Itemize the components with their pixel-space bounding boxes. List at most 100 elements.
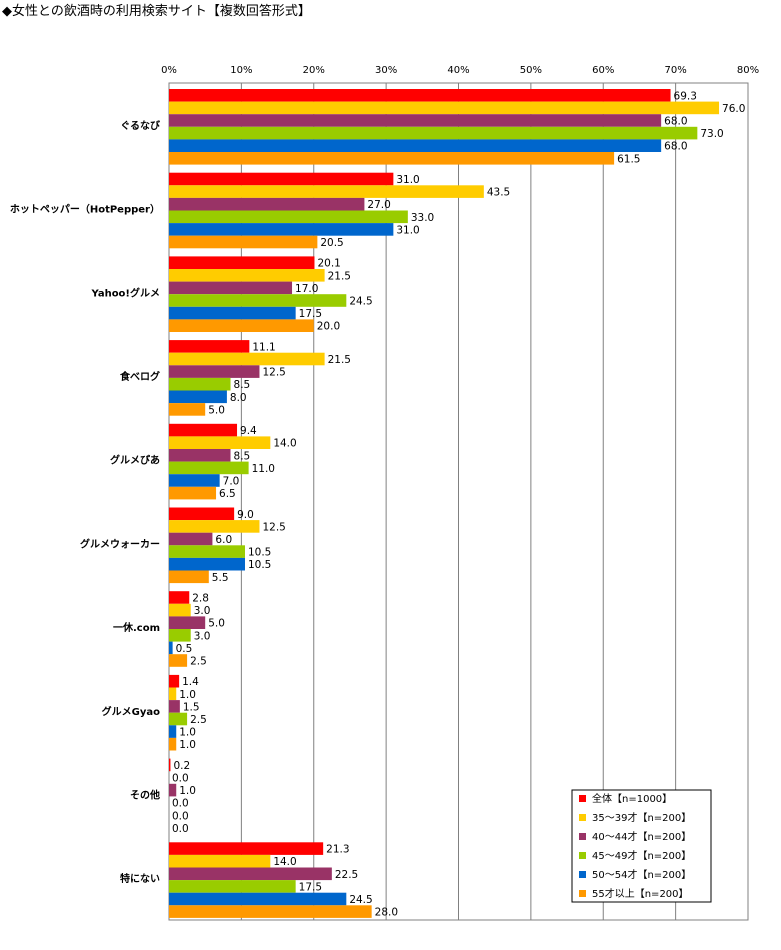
bar [169,532,213,546]
bar [169,687,177,701]
bar [169,210,408,224]
data-label: 14.0 [273,856,296,868]
x-tick-label: 40% [447,65,469,76]
data-label: 1.0 [179,739,196,751]
bar [169,603,191,617]
label-layer: 69.3 76.0 68.0 73.0 68.0 61.5 31.0 43.5 27.0 33.0… [172,90,745,918]
data-label: 3.0 [194,630,211,642]
bar [169,854,271,868]
data-label: 17.0 [295,283,318,295]
data-label: 6.0 [215,534,232,546]
data-label: 3.0 [194,605,211,617]
legend-entry: 45～49才【n=200】 [592,849,691,862]
bar [169,89,671,102]
data-label: 8.5 [234,379,251,391]
bar [169,340,250,353]
data-label: 10.5 [248,559,271,571]
data-label: 17.5 [299,881,322,893]
bar [169,905,372,918]
bar [169,365,260,378]
bar [169,256,315,269]
bar [169,377,231,391]
x-tick-label: 60% [592,65,614,76]
bar [169,449,231,462]
legend-swatch [579,814,586,821]
legend-swatch [579,833,586,840]
bar [169,641,173,655]
bar [169,892,347,906]
data-label: 8.5 [234,450,251,462]
data-label: 27.0 [367,199,390,211]
category-label: グルメウォーカー [80,537,160,550]
legend-entry: 40～44才【n=200】 [592,830,691,843]
category-label: グルメGyao [102,705,160,718]
bar [169,172,394,186]
data-label: 0.5 [176,643,193,655]
data-label: 1.0 [179,727,196,739]
legend-swatch [579,871,586,878]
bar [169,319,314,332]
x-tick-label: 70% [665,65,687,76]
legend-entry: 全体【n=1000】 [592,792,672,805]
data-label: 5.5 [212,572,229,584]
bar [169,616,206,629]
legend-entry: 55才以上【n=200】 [592,887,689,900]
category-label: 特にない [120,872,160,885]
data-label: 5.0 [208,404,225,416]
bar [169,700,180,713]
data-label: 68.0 [664,141,687,153]
data-label: 76.0 [722,103,745,115]
x-tick-label: 50% [520,65,542,76]
data-label: 10.5 [248,547,271,559]
data-label: 12.5 [262,367,285,379]
bar [169,674,180,688]
data-label: 0.2 [173,760,190,772]
bar [169,294,347,307]
bar [169,783,177,797]
legend-swatch [579,795,586,802]
data-label: 17.5 [299,308,322,320]
category-label: グルメぴあ [110,454,160,467]
category-label: ぐるなび [120,119,160,132]
x-tick-label: 10% [230,65,252,76]
data-label: 33.0 [411,212,434,224]
data-label: 24.5 [349,296,372,308]
data-label: 0.0 [172,798,189,810]
bar [169,725,177,738]
legend-entry: 35～39才【n=200】 [592,811,691,824]
bar [169,758,171,772]
bar [169,842,324,855]
data-label: 5.0 [208,618,225,630]
data-label: 2.8 [192,593,209,605]
bar [169,557,245,571]
bar [169,461,249,475]
bar [169,101,720,115]
legend-swatch [579,852,586,859]
category-label: 一休.com [113,621,160,634]
data-label: 2.5 [190,656,207,668]
data-label: 9.4 [240,425,257,437]
data-label: 0.0 [172,810,189,822]
bar [169,654,188,667]
bar [169,197,365,211]
bar [169,880,296,893]
x-tick-label: 80% [737,65,759,76]
legend-swatch [579,890,586,897]
bar [169,185,484,198]
data-label: 14.0 [273,438,296,450]
bar [169,139,662,152]
data-label: 61.5 [617,153,640,165]
category-label: 食べログ [119,370,160,383]
data-label: 24.5 [349,894,372,906]
bar [169,235,318,249]
data-label: 2.5 [190,714,207,726]
bar [169,114,662,127]
data-label: 9.0 [237,509,254,521]
bar [169,520,260,533]
data-label: 11.0 [252,463,275,475]
data-label: 31.0 [396,224,419,236]
category-label: ホットペッパー（HotPepper） [10,203,160,216]
data-label: 28.0 [375,907,398,919]
category-label: Yahoo!グルメ [91,286,161,299]
legend-entry: 50～54才【n=200】 [592,868,691,881]
